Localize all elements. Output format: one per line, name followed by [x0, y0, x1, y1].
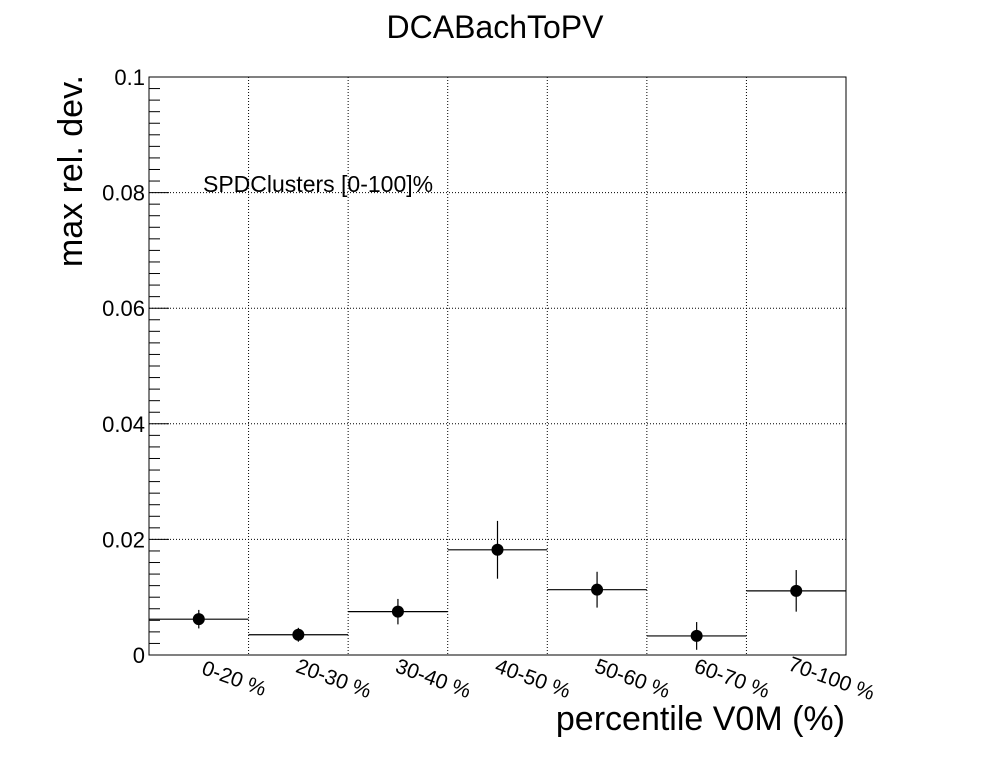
chart-title: DCABachToPV — [387, 9, 605, 45]
data-series — [149, 520, 846, 650]
x-tick-label: 70-100 % — [785, 653, 877, 705]
data-point — [790, 584, 803, 597]
x-tick-label: 30-40 % — [392, 655, 473, 703]
y-tick-label: 0.1 — [114, 65, 145, 90]
y-axis: 0 0.02 0.04 0.06 0.08 0.1 — [102, 65, 169, 668]
data-point — [491, 543, 504, 556]
y-axis-label: max rel. dev. — [52, 75, 90, 267]
x-tick-label: 40-50 % — [492, 655, 573, 703]
chart-annotation: SPDClusters [0-100]% — [203, 171, 433, 197]
data-point — [690, 629, 703, 642]
x-axis-label: percentile V0M (%) — [556, 700, 845, 738]
x-tick-label: 20-30 % — [293, 655, 374, 703]
x-tick-label: 60-70 % — [691, 655, 772, 703]
y-tick-label: 0.02 — [102, 527, 145, 552]
y-tick-label: 0.06 — [102, 296, 145, 321]
data-point — [391, 605, 404, 618]
y-tick-label: 0.04 — [102, 412, 145, 437]
x-tick-label: 50-60 % — [592, 655, 673, 703]
data-point — [192, 613, 205, 626]
y-tick-label: 0 — [133, 643, 145, 668]
data-point — [292, 628, 305, 641]
data-point — [591, 583, 604, 596]
x-axis: 0-20 % 20-30 % 30-40 % 40-50 % 50-60 % 60-70 … — [199, 653, 878, 705]
x-tick-label: 0-20 % — [199, 657, 269, 701]
y-tick-label: 0.08 — [102, 181, 145, 206]
